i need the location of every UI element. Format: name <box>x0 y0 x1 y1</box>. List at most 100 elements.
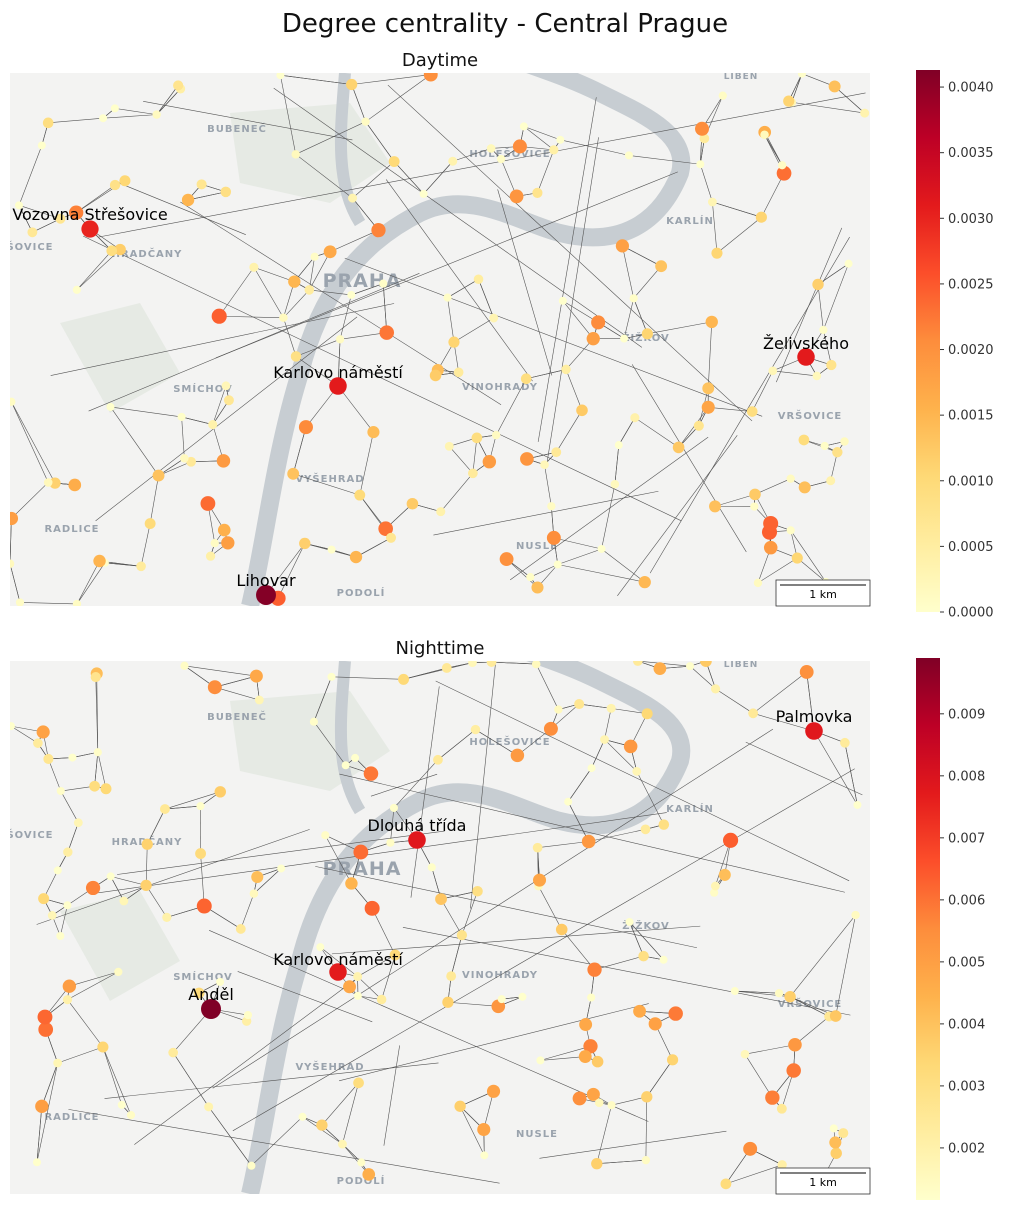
network-node <box>708 198 717 207</box>
network-node <box>106 403 114 411</box>
network-node <box>5 512 18 525</box>
network-node <box>840 437 848 445</box>
network-node <box>702 401 715 414</box>
network-node <box>667 1054 678 1065</box>
network-node <box>533 843 543 853</box>
network-node <box>35 1100 48 1113</box>
network-node <box>792 552 803 563</box>
network-node <box>63 980 76 993</box>
network-node <box>468 658 477 667</box>
network-node <box>119 897 128 906</box>
network-node <box>208 680 222 694</box>
network-node <box>173 80 183 90</box>
colorbar <box>916 70 940 612</box>
network-node <box>43 754 53 764</box>
network-node <box>853 801 861 809</box>
map-label: BUBENEČ <box>207 122 267 135</box>
network-node <box>777 1104 787 1114</box>
network-node <box>44 478 53 487</box>
network-node <box>127 1111 135 1119</box>
network-node <box>723 833 738 848</box>
colorbar-tick-label: 0.002 <box>948 1141 985 1156</box>
network-node <box>754 579 762 587</box>
network-node <box>554 705 562 713</box>
network-node <box>832 447 842 457</box>
network-node <box>277 864 285 872</box>
network-node <box>110 180 120 190</box>
network-node <box>48 911 57 920</box>
network-node <box>830 1124 838 1132</box>
network-node <box>244 1011 252 1019</box>
network-node <box>498 995 506 1003</box>
colorbar-tick-label: 0.0020 <box>948 343 994 358</box>
network-node <box>428 863 436 871</box>
map-label: BUBENEČ <box>207 710 267 723</box>
network-node <box>668 1006 682 1020</box>
network-node <box>291 150 300 159</box>
network-node <box>361 118 369 126</box>
network-node <box>798 70 806 78</box>
map-label: LIBEŇ <box>724 658 759 670</box>
network-node <box>180 454 188 462</box>
network-node <box>492 431 500 439</box>
network-node <box>786 1063 800 1077</box>
network-node <box>168 1048 178 1058</box>
network-node <box>468 468 478 478</box>
network-node <box>700 655 712 667</box>
node-label: Karlovo náměstí <box>273 363 403 382</box>
network-node <box>448 337 459 348</box>
network-node <box>547 502 555 510</box>
network-node <box>353 972 362 981</box>
network-node <box>89 781 100 792</box>
network-node <box>531 581 543 593</box>
network-node <box>7 398 15 406</box>
network-node <box>106 245 117 256</box>
network-node <box>788 1038 802 1052</box>
network-node <box>472 886 483 897</box>
network-node <box>407 498 419 510</box>
network-node <box>457 930 467 940</box>
map-label: VYŠEHRAD <box>295 472 364 485</box>
network-node <box>153 470 165 482</box>
network-node <box>212 309 227 324</box>
network-node <box>86 881 100 895</box>
node-label: Anděl <box>188 985 234 1004</box>
map-label: RADLICE <box>44 1112 99 1123</box>
network-node <box>574 699 584 709</box>
network-node <box>641 824 651 834</box>
network-node <box>783 96 794 107</box>
network-node <box>364 766 379 781</box>
panel-title: Nighttime <box>395 638 484 659</box>
colorbar-tick-label: 0.008 <box>948 769 985 784</box>
network-node <box>53 1059 62 1068</box>
network-node <box>573 1091 587 1105</box>
network-node <box>448 157 457 166</box>
network-node <box>598 545 606 553</box>
network-node <box>206 552 215 561</box>
scale-label: 1 km <box>809 588 837 601</box>
colorbar-tick-label: 0.003 <box>948 1079 985 1094</box>
network-node <box>94 748 102 756</box>
scale-label: 1 km <box>809 1176 837 1189</box>
network-node <box>721 1178 732 1189</box>
network-node <box>365 901 380 916</box>
figure-title: Degree centrality - Central Prague <box>282 9 728 39</box>
network-node <box>588 764 596 772</box>
network-node <box>324 245 337 258</box>
network-node <box>63 995 72 1004</box>
network-node <box>445 442 454 451</box>
network-node <box>311 253 319 261</box>
network-node <box>536 1056 544 1064</box>
colorbar-tick-label: 0.0015 <box>948 409 994 424</box>
network-node <box>749 489 761 501</box>
network-node <box>217 454 230 467</box>
network-node <box>765 1090 779 1104</box>
network-node <box>540 460 549 469</box>
network-node <box>279 314 288 323</box>
network-node <box>630 294 638 302</box>
network-node <box>342 761 350 769</box>
network-node <box>38 1010 53 1025</box>
map-label: HOLEŠOVICE <box>469 735 550 748</box>
network-node <box>204 1102 213 1111</box>
